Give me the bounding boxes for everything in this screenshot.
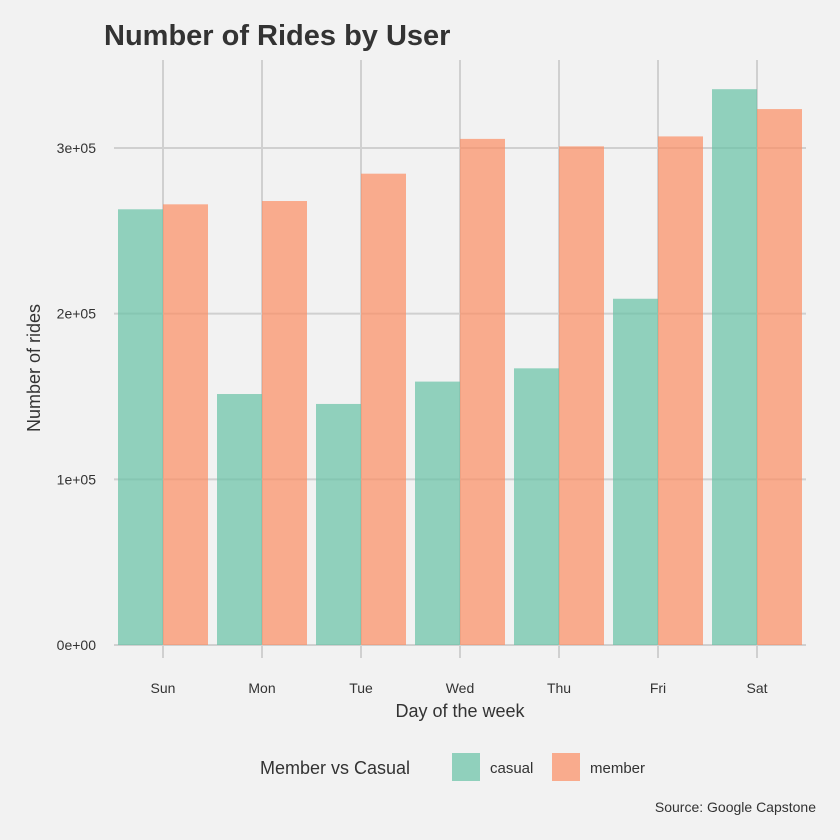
bars [118, 89, 802, 646]
x-tick-label: Sun [151, 680, 176, 696]
legend-label-member: member [590, 760, 645, 777]
y-tick-label: 1e+05 [57, 471, 97, 487]
bar-member-sat [757, 109, 802, 645]
x-tick-label: Sat [746, 680, 767, 696]
x-axis-title: Day of the week [395, 701, 525, 721]
y-tick-label: 3e+05 [57, 140, 97, 156]
x-tick-label: Thu [547, 680, 571, 696]
bar-casual-thu [514, 368, 559, 645]
bar-casual-fri [613, 298, 658, 645]
x-axis-ticks: Sun Mon Tue Wed Thu Fri Sat [151, 680, 768, 696]
bar-casual-wed [415, 381, 460, 645]
chart-title: Number of Rides by User [104, 20, 450, 52]
bar-member-wed [460, 138, 505, 645]
legend-swatch-member [552, 753, 580, 781]
legend-label-casual: casual [490, 760, 533, 777]
y-tick-label: 0e+00 [57, 637, 97, 653]
legend-title: Member vs Casual [260, 758, 410, 778]
y-tick-label: 2e+05 [57, 306, 97, 322]
y-axis-title: Number of rides [24, 304, 44, 432]
chart-caption: Source: Google Capstone [655, 799, 816, 815]
bar-member-thu [559, 146, 604, 646]
bar-member-tue [361, 173, 406, 645]
bar-casual-tue [316, 403, 361, 645]
legend-swatch-casual [452, 753, 480, 781]
x-tick-label: Mon [248, 680, 275, 696]
legend: Member vs Casual casual member [260, 753, 645, 781]
x-tick-label: Fri [650, 680, 666, 696]
bar-member-mon [262, 201, 307, 645]
bar-casual-mon [217, 394, 262, 645]
bar-casual-sun [118, 209, 163, 645]
x-tick-label: Tue [349, 680, 373, 696]
bar-casual-sat [712, 89, 757, 645]
x-tick-label: Wed [446, 680, 475, 696]
y-axis-ticks: 0e+00 1e+05 2e+05 3e+05 [57, 140, 97, 653]
bar-member-fri [658, 136, 703, 646]
bar-member-sun [163, 204, 208, 645]
